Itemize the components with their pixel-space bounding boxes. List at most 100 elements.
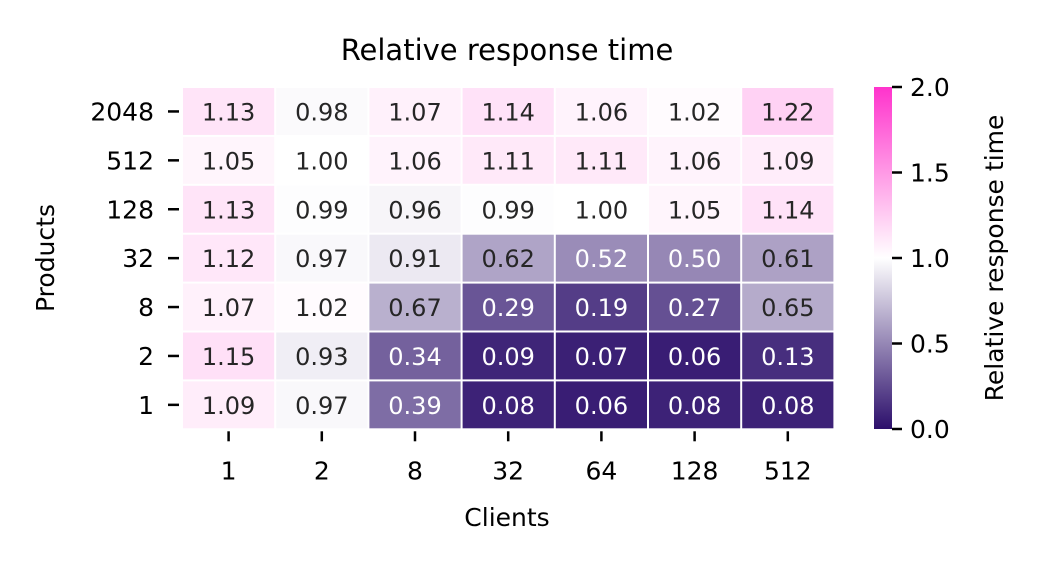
colorbar-tick-label: 0.0 [910, 415, 950, 444]
heatmap-cell [276, 234, 368, 282]
x-axis: 1 2 8 32 64 128 512 [221, 431, 812, 485]
heatmap-cell [276, 332, 368, 380]
cell-value-label: 0.13 [761, 343, 814, 371]
colorbar-tick-label: 1.5 [910, 159, 950, 188]
heatmap-cell [649, 283, 741, 331]
heatmap-cell [183, 332, 275, 380]
heatmap-cell [555, 332, 647, 380]
heatmap-cell [555, 136, 647, 184]
heatmap-cell [183, 283, 275, 331]
cell-value-label: 1.00 [295, 147, 348, 175]
cell-value-label: 0.91 [388, 245, 441, 273]
heatmap-cell [183, 234, 275, 282]
heatmap-cell [649, 88, 741, 135]
heatmap-cell [369, 136, 461, 184]
cell-value-label: 0.07 [575, 343, 628, 371]
cell-value-label: 1.09 [761, 147, 814, 175]
heatmap-cell [742, 332, 834, 380]
cell-value-label: 0.96 [388, 196, 441, 224]
heatmap-cell [183, 136, 275, 184]
x-tick-label: 512 [764, 456, 812, 485]
cell-value-label: 1.14 [481, 98, 534, 126]
heatmap-cell [555, 381, 647, 429]
cell-value-label: 1.11 [575, 147, 628, 175]
heatmap-cell [462, 88, 554, 135]
heatmap-cell [555, 234, 647, 282]
cell-value-label: 1.13 [202, 196, 255, 224]
colorbar-tick-label: 1.0 [910, 244, 950, 273]
heatmap-cell [742, 283, 834, 331]
heatmap-cell [369, 283, 461, 331]
heatmap-cell [183, 381, 275, 429]
heatmap-cell [649, 332, 741, 380]
heatmap-cell [276, 283, 368, 331]
heatmap-cell [369, 381, 461, 429]
heatmap-cell [462, 332, 554, 380]
heatmap-cell [276, 136, 368, 184]
cell-value-label: 1.15 [202, 343, 255, 371]
cell-value-label: 0.08 [761, 392, 814, 420]
y-tick-label: 2048 [90, 97, 154, 126]
y-axis: 2048 512 128 32 8 2 1 [90, 97, 179, 420]
heatmap-cell [555, 185, 647, 233]
colorbar-tick-label: 2.0 [910, 73, 950, 102]
heatmap-cell [742, 381, 834, 429]
heatmap-cell [742, 185, 834, 233]
y-tick-label: 128 [106, 195, 154, 224]
heatmap-cell [462, 283, 554, 331]
colorbar [874, 87, 892, 429]
heatmap-cell [183, 88, 275, 135]
heatmap-cell [742, 234, 834, 282]
y-axis-label: Products [31, 204, 60, 312]
x-tick-label: 2 [314, 456, 330, 485]
heatmap-cell [555, 283, 647, 331]
cell-value-label: 1.02 [295, 294, 348, 322]
cell-value-label: 1.14 [761, 196, 814, 224]
cell-value-label: 1.22 [761, 98, 814, 126]
colorbar-label: Relative response time [980, 115, 1009, 402]
heatmap-cell [462, 185, 554, 233]
cell-value-label: 0.99 [481, 196, 534, 224]
heatmap-cell [276, 88, 368, 135]
heatmap-cell [742, 136, 834, 184]
cell-value-label: 1.05 [668, 196, 721, 224]
heatmap-cell [742, 88, 834, 135]
chart-title: Relative response time [341, 33, 674, 67]
cell-value-label: 0.67 [388, 294, 441, 322]
cell-value-label: 0.06 [668, 343, 721, 371]
cell-value-label: 0.62 [481, 245, 534, 273]
cell-value-label: 0.65 [761, 294, 814, 322]
y-tick-label: 1 [138, 391, 154, 420]
cell-value-label: 0.52 [575, 245, 628, 273]
y-tick-label: 32 [122, 244, 154, 273]
cell-value-label: 1.02 [668, 98, 721, 126]
cell-value-label: 1.09 [202, 392, 255, 420]
cell-value-label: 0.09 [481, 343, 534, 371]
heatmap-cell [276, 185, 368, 233]
heatmap-cell [462, 136, 554, 184]
cell-value-label: 1.06 [575, 98, 628, 126]
cell-value-label: 0.27 [668, 294, 721, 322]
heatmap-cell [369, 185, 461, 233]
heatmap-cell [649, 381, 741, 429]
heatmap-cell [183, 185, 275, 233]
cell-value-label: 0.97 [295, 392, 348, 420]
y-tick-label: 8 [138, 293, 154, 322]
heatmap-cell [369, 234, 461, 282]
heatmap-cell [649, 136, 741, 184]
y-tick-label: 512 [106, 146, 154, 175]
cell-value-label: 0.97 [295, 245, 348, 273]
x-axis-label: Clients [464, 503, 549, 532]
cell-value-label: 0.29 [481, 294, 534, 322]
cell-value-label: 0.08 [481, 392, 534, 420]
cell-value-label: 1.13 [202, 98, 255, 126]
cell-value-label: 1.11 [481, 147, 534, 175]
cell-value-label: 0.98 [295, 98, 348, 126]
heatmap-cell [462, 234, 554, 282]
cell-value-label: 1.05 [202, 147, 255, 175]
cell-value-label: 1.00 [575, 196, 628, 224]
colorbar-ticks: 0.0 0.5 1.0 1.5 2.0 [892, 73, 950, 444]
cell-value-label: 1.06 [388, 147, 441, 175]
x-tick-label: 1 [221, 456, 237, 485]
